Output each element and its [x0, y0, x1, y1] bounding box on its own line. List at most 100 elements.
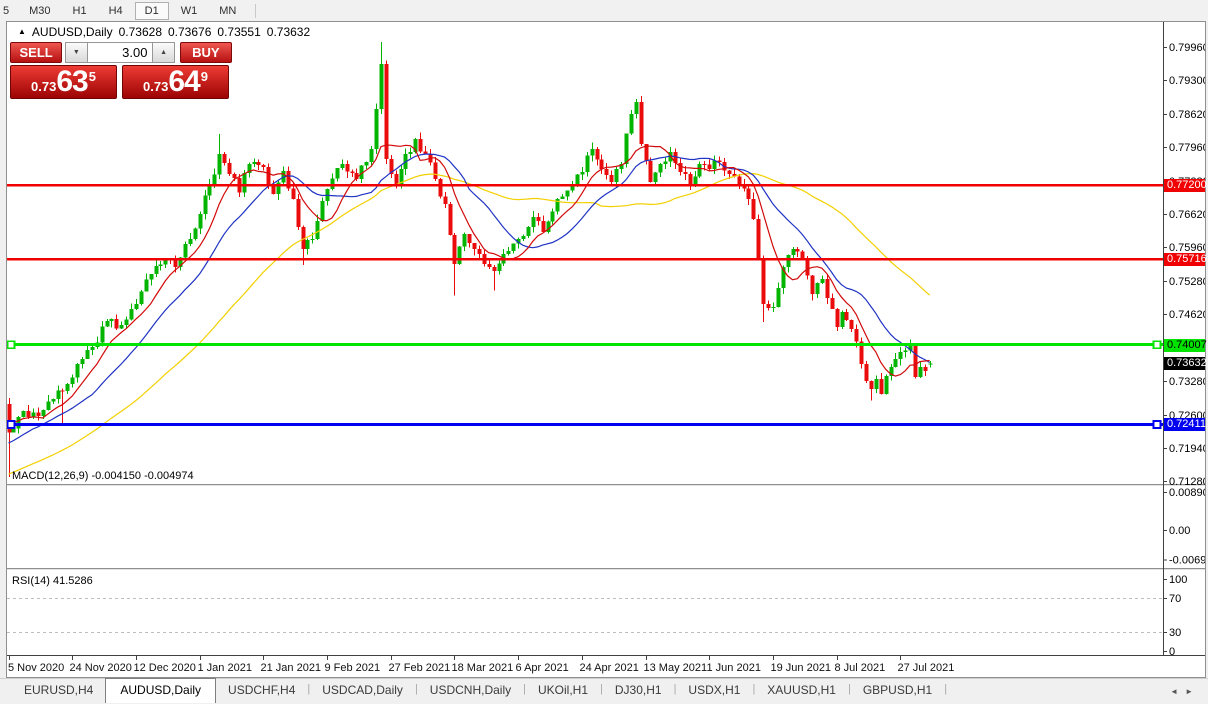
date-axis[interactable]: 5 Nov 2020 24 Nov 2020 12 Dec 2020 1 Jan 20…: [8, 656, 954, 674]
price-tick-label: 0.75280: [1169, 276, 1205, 288]
date-tick-label: 5 Nov 2020: [8, 662, 64, 674]
macd-axis-label: 0.008903: [1169, 487, 1205, 499]
price-tick-label: 0.77960: [1169, 142, 1205, 154]
rsi-indicator-label: RSI(14) 41.5286: [12, 575, 93, 587]
ask-price-pipette: 9: [200, 69, 208, 84]
moving-average-lines: [8, 144, 931, 475]
hline-price-badge-0.74007: 0.74007: [1164, 339, 1207, 352]
chart-tab-usdcad-daily[interactable]: USDCAD,Daily: [322, 683, 403, 697]
chevron-up-icon: ▲: [160, 49, 168, 56]
price-tick-label: 0.74620: [1169, 309, 1205, 321]
chart-tab-bar: EURUSD,H4 AUDUSD,Daily USDCHF,H4 | USDCAD,Da…: [0, 678, 1208, 704]
timeframe-button-d1[interactable]: D1: [134, 1, 169, 20]
chart-tab-gbpusd-h1[interactable]: GBPUSD,H1: [862, 683, 933, 697]
tab-separator: |: [752, 683, 756, 695]
ohlc-close: 0.73632: [266, 25, 311, 39]
date-tick-label: 12 Dec 2020: [134, 662, 196, 674]
hline-price-badge-0.75716: 0.75716: [1164, 253, 1207, 266]
date-tick-label: 13 May 2021: [644, 662, 708, 674]
bid-price-display[interactable]: 0.73 63 5: [10, 65, 117, 99]
ask-price-display[interactable]: 0.73 64 9: [122, 65, 229, 99]
price-tick-label: 0.71940: [1169, 443, 1205, 455]
ma-fast-line: [8, 144, 930, 425]
price-tick-label: 0.79960: [1169, 42, 1205, 54]
date-tick-label: 19 Jun 2021: [771, 662, 832, 674]
date-tick-label: 8 Jul 2021: [835, 662, 886, 674]
ohlc-open: 0.73628: [118, 25, 162, 39]
tab-scroll-arrows[interactable]: ◄►: [1170, 687, 1200, 696]
price-tick-label: 0.71280: [1169, 476, 1205, 488]
rsi-axis-label: 100: [1169, 574, 1187, 586]
ma-mid-line: [8, 153, 931, 444]
rsi-axis-label: 0: [1169, 646, 1175, 658]
chart-tab-audusd-daily[interactable]: AUDUSD,Daily: [105, 678, 217, 703]
tab-separator: |: [307, 683, 311, 695]
chart-tab-usdchf-h4[interactable]: USDCHF,H4: [228, 683, 296, 697]
one-click-trading-panel: SELL ▼ 3.00 ▲ BUY 0.73 63 5 0.73 64 9: [10, 42, 232, 99]
chart-tab-dj30-h1[interactable]: DJ30,H1: [614, 683, 662, 697]
buy-button[interactable]: BUY: [179, 42, 232, 63]
collapse-arrow-icon[interactable]: ▲: [18, 27, 26, 36]
macd-indicator-label: MACD(12,26,9) -0.004150 -0.004974: [12, 470, 194, 482]
date-tick-label: 21 Jan 2021: [261, 662, 322, 674]
date-tick-label: 27 Feb 2021: [389, 662, 451, 674]
volume-increase-button[interactable]: ▲: [152, 42, 175, 63]
bid-price-pipette: 5: [88, 69, 96, 84]
tab-separator: |: [847, 683, 851, 695]
current-price-badge: 0.73632: [1164, 357, 1207, 370]
ohlc-low: 0.73551: [217, 25, 261, 39]
symbol-title: AUDUSD,Daily: [31, 25, 113, 39]
date-tick-label: 9 Feb 2021: [325, 662, 381, 674]
hline-price-badge-0.77200: 0.77200: [1164, 179, 1207, 192]
timeframe-button-w1[interactable]: W1: [180, 4, 198, 17]
ask-price-big-digits: 64: [168, 65, 200, 98]
candlesticks[interactable]: [7, 42, 933, 477]
timeframe-button-m30[interactable]: M30: [29, 4, 51, 17]
ask-price-prefix: 0.73: [143, 79, 169, 94]
price-chart-canvas[interactable]: 0.799600.793000.786200.779600.772800.766…: [7, 22, 1205, 676]
price-tick-label: 0.78620: [1169, 109, 1205, 121]
line-drag-handle[interactable]: [1152, 340, 1162, 349]
date-tick-label: 1 Jan 2021: [198, 662, 252, 674]
date-tick-label: 24 Apr 2021: [580, 662, 639, 674]
rsi-axis-label: 30: [1169, 627, 1181, 639]
tab-separator: |: [414, 683, 418, 695]
chart-tab-usdcnh-daily[interactable]: USDCNH,Daily: [429, 683, 512, 697]
chart-title: ▲ AUDUSD,Daily 0.73628 0.73676 0.73551 0…: [18, 25, 310, 39]
rsi-axis-label: 70: [1169, 593, 1181, 605]
timeframe-button-h4[interactable]: H4: [108, 4, 123, 17]
line-drag-handle[interactable]: [7, 420, 16, 429]
chart-tab-xauusd-h1[interactable]: XAUUSD,H1: [767, 683, 836, 697]
chart-tab-eurusd-h4[interactable]: EURUSD,H4: [24, 683, 94, 697]
line-drag-handle[interactable]: [7, 340, 16, 349]
chart-tab-usdx-h1[interactable]: USDX,H1: [688, 683, 741, 697]
ohlc-high: 0.73676: [168, 25, 212, 39]
timeframe-button-mn[interactable]: MN: [219, 4, 237, 17]
sell-button[interactable]: SELL: [10, 42, 63, 63]
date-tick-label: 27 Jul 2021: [898, 662, 955, 674]
horizontal-line-objects: [7, 183, 1163, 429]
timeframe-button-5[interactable]: 5: [3, 4, 10, 17]
date-tick-label: 18 Mar 2021: [452, 662, 514, 674]
date-tick-label: 24 Nov 2020: [70, 662, 132, 674]
timeframe-toolbar: 5 M30 H1 H4 D1 W1 MN: [0, 0, 1208, 21]
line-drag-handle[interactable]: [1152, 420, 1162, 429]
tab-separator: |: [673, 683, 677, 695]
price-tick-label: 0.75960: [1169, 242, 1205, 254]
tab-separator: |: [523, 683, 526, 695]
chart-tab-ukoil-h1[interactable]: UKOil,H1: [538, 683, 589, 697]
volume-decrease-button[interactable]: ▼: [65, 42, 88, 63]
hline-price-badge-0.72411: 0.72411: [1164, 418, 1206, 431]
pane-separators: [7, 22, 1205, 656]
rsi-pane[interactable]: 100 70 30 0: [7, 574, 1187, 658]
bid-price-prefix: 0.73: [31, 79, 57, 94]
date-tick-label: 1 Jun 2021: [707, 662, 761, 674]
price-tick-label: 0.73280: [1169, 376, 1205, 388]
macd-pane[interactable]: 0.008903 0.00 -0.00697: [1163, 487, 1205, 567]
timeframe-button-h1[interactable]: H1: [72, 4, 87, 17]
macd-axis-label: 0.00: [1169, 525, 1190, 537]
bid-price-big-digits: 63: [56, 65, 88, 98]
chart-window: 0.799600.793000.786200.779600.772800.766…: [6, 21, 1207, 678]
volume-input[interactable]: 3.00: [87, 42, 153, 63]
price-tick-label: 0.79300: [1169, 75, 1205, 87]
